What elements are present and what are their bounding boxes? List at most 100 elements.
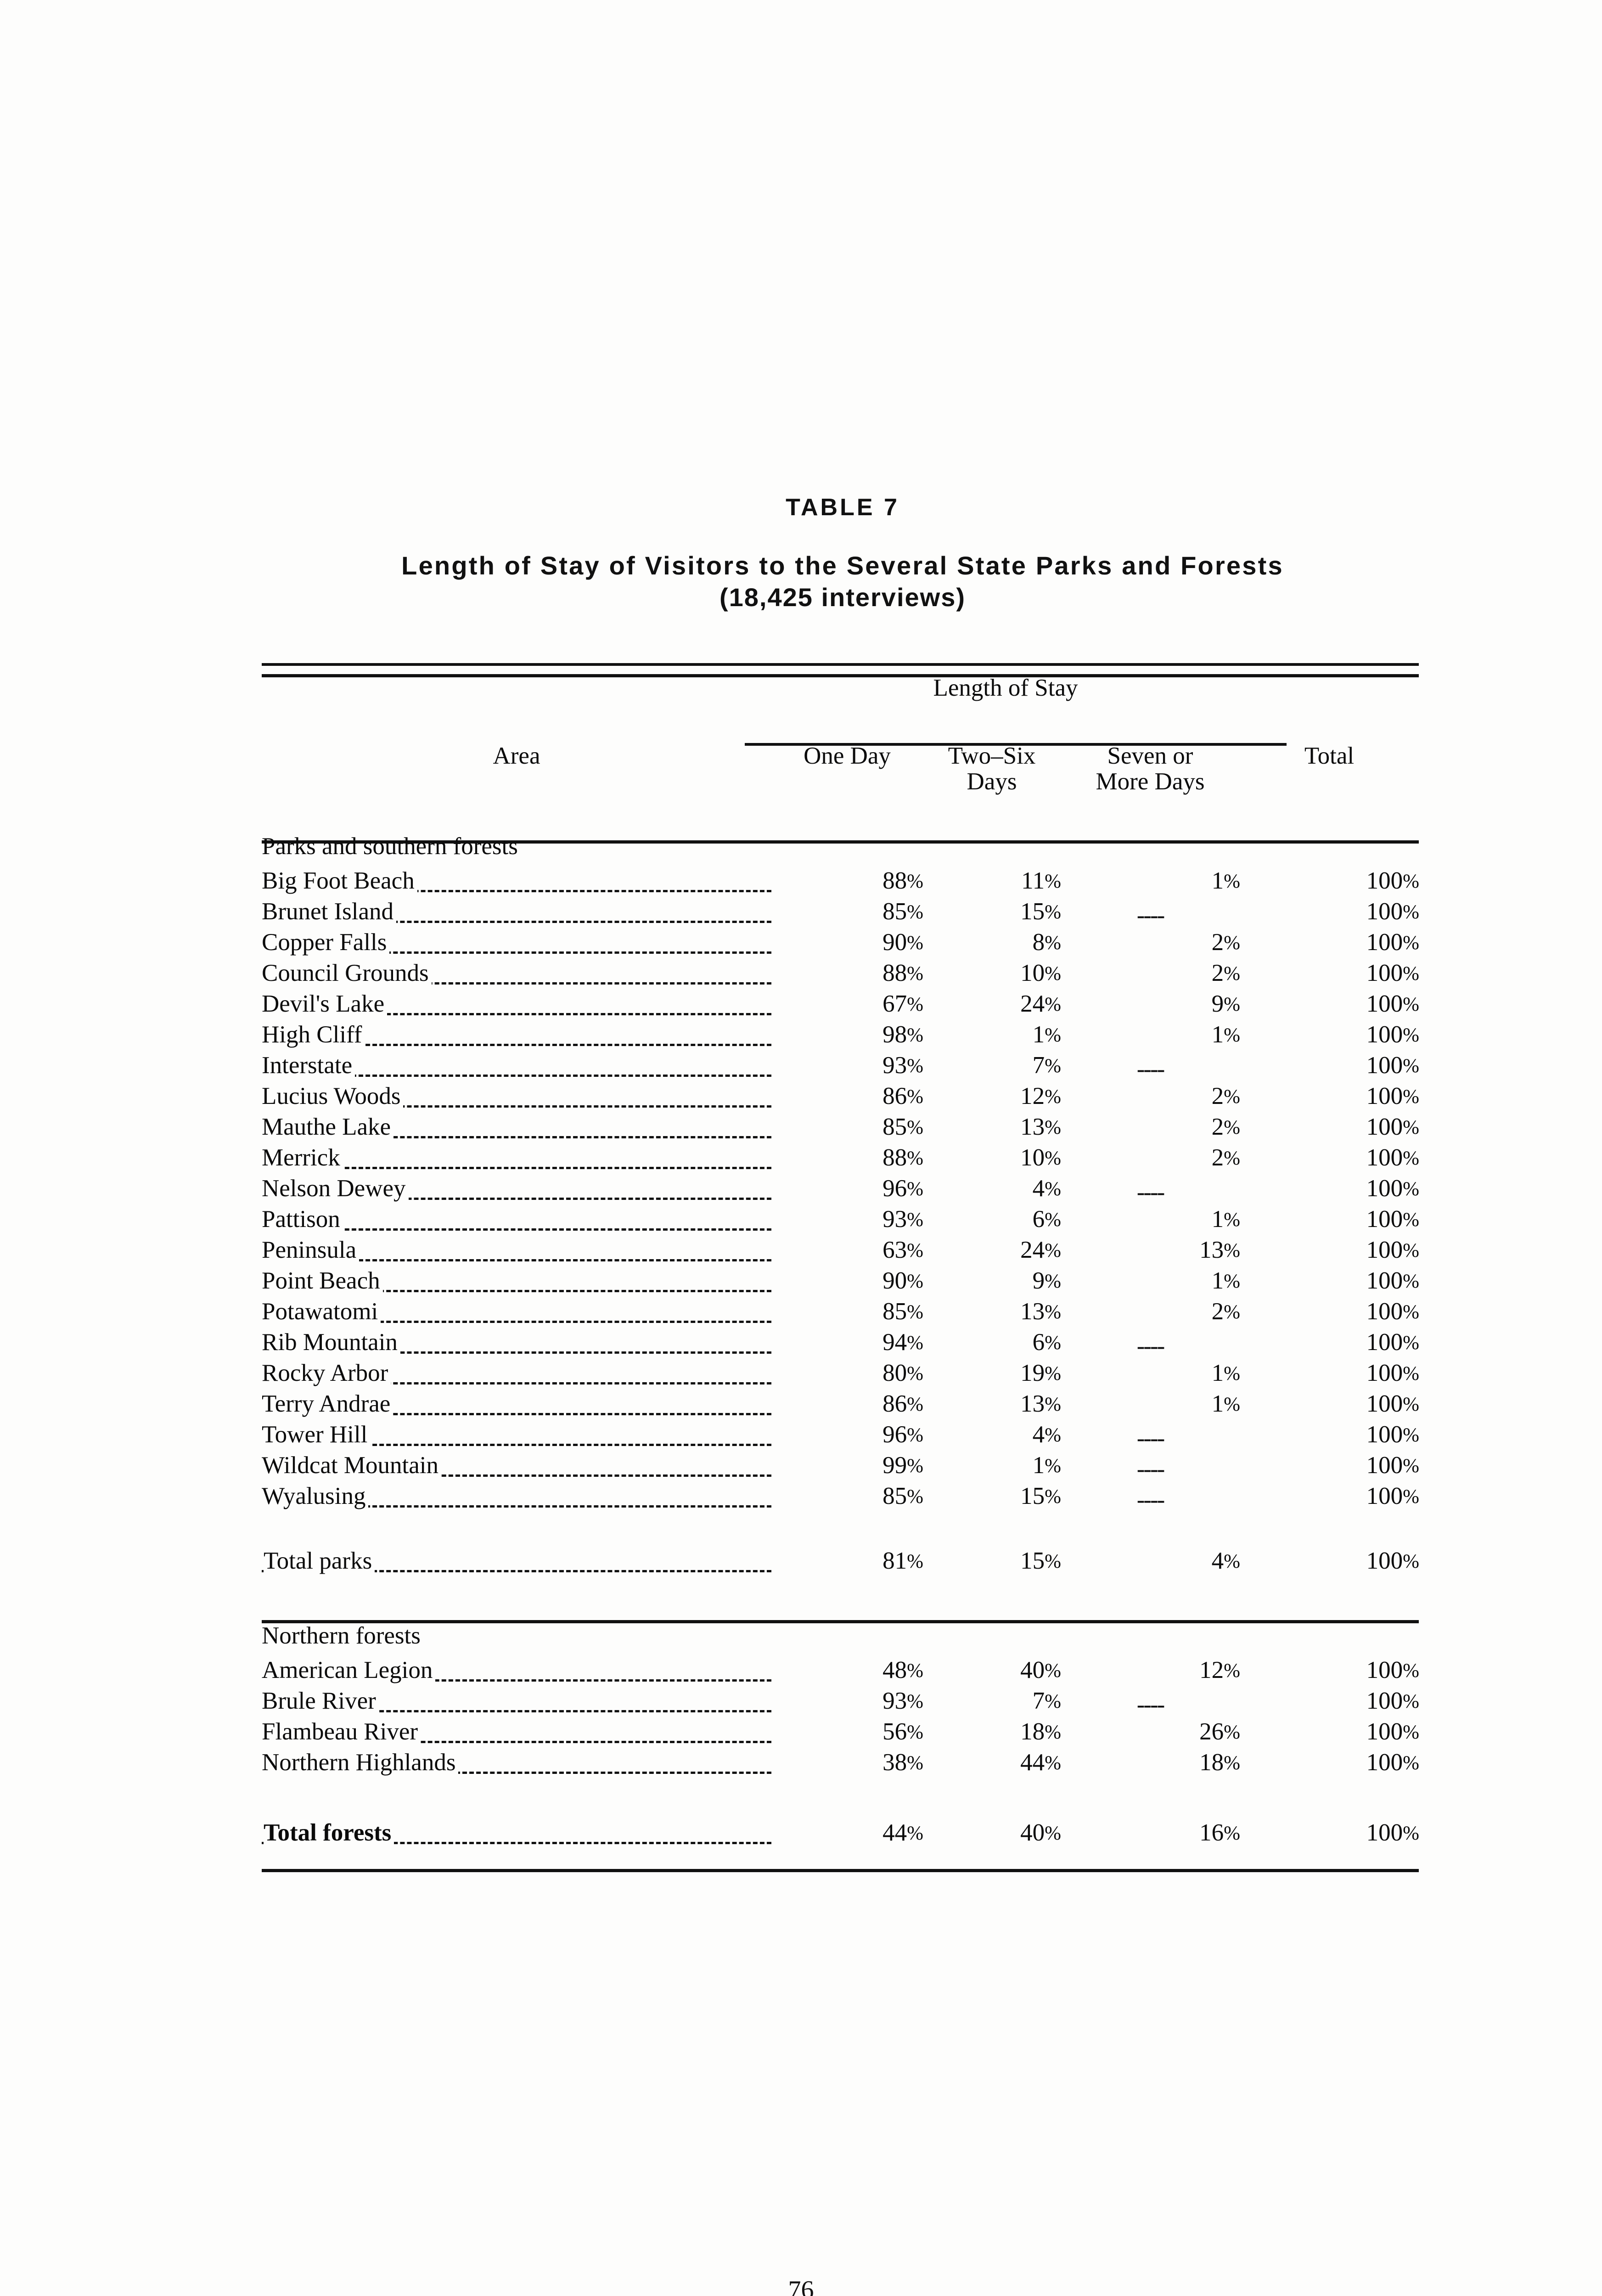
area-name: Brunet Island [262, 898, 397, 925]
cell-seven-or-more-days: 1% [1211, 1267, 1240, 1294]
row-area-label: Northern Highlands [262, 1749, 771, 1779]
span-header-row: Length of Stay [262, 661, 1419, 743]
cell-seven-or-more-days: ---- [1136, 1425, 1165, 1452]
row-area-label: Total forests [262, 1819, 771, 1850]
cell-total: 100% [1366, 1175, 1419, 1202]
cell-seven-or-more-days: ---- [1136, 1486, 1165, 1513]
area-name: Point Beach [262, 1267, 383, 1294]
cell-one-day: 88% [883, 960, 923, 986]
leader-dots [262, 1772, 771, 1774]
cell-total: 100% [1366, 867, 1419, 894]
row-area-label: Devil's Lake [262, 990, 771, 1021]
row-area-label: Tower Hill [262, 1421, 771, 1452]
cell-one-day: 88% [883, 1144, 923, 1171]
leader-dots [262, 890, 771, 892]
rule-bottom [262, 1869, 1419, 1872]
span-header-length-of-stay: Length of Stay [933, 675, 1078, 701]
cell-seven-or-more-days: ---- [1136, 1179, 1165, 1205]
cell-two-six-days: 13% [1020, 1390, 1061, 1417]
table-row: Pattison 93% 6% 1% 100% [262, 1205, 1419, 1236]
cell-seven-or-more-days: 9% [1211, 990, 1240, 1017]
row-area-label: Pattison [262, 1205, 771, 1236]
leader-dots [262, 1444, 771, 1446]
leader-dots [262, 1290, 771, 1292]
leader-dots [262, 951, 771, 954]
rule-span-header [745, 743, 1287, 746]
area-name: Interstate [262, 1052, 355, 1079]
cell-one-day: 81% [883, 1548, 923, 1574]
leader-dots [262, 1741, 771, 1743]
row-area-label: Copper Falls [262, 929, 771, 959]
area-name: Pattison [262, 1206, 343, 1232]
area-name: Flambeau River [262, 1718, 421, 1745]
row-area-label: Point Beach [262, 1267, 771, 1298]
area-name: Terry Andrae [262, 1390, 393, 1417]
column-header-seven-line2: More Days [1096, 768, 1205, 795]
cell-total: 100% [1366, 1206, 1419, 1232]
cell-seven-or-more-days: 2% [1211, 1114, 1240, 1140]
data-table-container: Length of Stay Area One Day Two–Six Days… [262, 661, 1419, 1850]
cell-one-day: 85% [883, 1483, 923, 1509]
cell-total: 100% [1366, 1688, 1419, 1714]
area-name: Tower Hill [262, 1421, 371, 1448]
cell-two-six-days: 15% [1020, 1483, 1061, 1509]
cell-two-six-days: 19% [1020, 1360, 1061, 1386]
cell-two-six-days: 4% [1032, 1175, 1061, 1202]
area-name: Copper Falls [262, 929, 390, 956]
cell-total: 100% [1366, 1114, 1419, 1140]
cell-one-day: 63% [883, 1237, 923, 1263]
cell-seven-or-more-days: ---- [1136, 1333, 1165, 1359]
cell-seven-or-more-days: 13% [1199, 1237, 1240, 1263]
column-header-area: Area [493, 743, 540, 769]
cell-total: 100% [1366, 1819, 1419, 1846]
cell-total: 100% [1366, 1144, 1419, 1171]
cell-two-six-days: 7% [1032, 1688, 1061, 1714]
cell-one-day: 88% [883, 867, 923, 894]
area-name: Total forests [264, 1819, 394, 1846]
cell-two-six-days: 7% [1032, 1052, 1061, 1079]
leader-dots [262, 982, 771, 985]
table-number: TABLE 7 [786, 494, 899, 521]
row-area-label: Flambeau River [262, 1718, 771, 1749]
cell-two-six-days: 24% [1020, 1237, 1061, 1263]
area-name: Devil's Lake [262, 990, 388, 1017]
column-header-total: Total [1304, 743, 1355, 769]
table-row: Merrick 88% 10% 2% 100% [262, 1144, 1419, 1175]
rule-between-sections [262, 1620, 1419, 1623]
cell-total: 100% [1366, 1483, 1419, 1509]
cell-two-six-days: 1% [1032, 1452, 1061, 1479]
area-name: Potawatomi [262, 1298, 381, 1325]
cell-two-six-days: 15% [1020, 898, 1061, 925]
table-row: Northern Highlands 38% 44% 18% 100% [262, 1749, 1419, 1779]
cell-one-day: 93% [883, 1052, 923, 1079]
table-row: Devil's Lake 67% 24% 9% 100% [262, 990, 1419, 1021]
leader-dots [262, 1413, 771, 1415]
table-row: Rib Mountain 94% 6% ---- 100% [262, 1328, 1419, 1359]
table-row: Terry Andrae 86% 13% 1% 100% [262, 1390, 1419, 1421]
group-heading-label: Northern forests [262, 1622, 421, 1649]
cell-total: 100% [1366, 929, 1419, 956]
area-name: Lucius Woods [262, 1083, 404, 1109]
table-title: Length of Stay of Visitors to the Severa… [401, 551, 1284, 580]
spacer-cell [262, 1578, 1419, 1622]
leader-dots [262, 1075, 771, 1077]
table-row: Rocky Arbor 80% 19% 1% 100% [262, 1359, 1419, 1390]
cell-two-six-days: 13% [1020, 1298, 1061, 1325]
row-area-label: American Legion [262, 1656, 771, 1687]
row-area-label: Wildcat Mountain [262, 1452, 771, 1482]
rule-top-inner [262, 674, 1419, 677]
row-area-label: Council Grounds [262, 959, 771, 990]
cell-two-six-days: 44% [1020, 1749, 1061, 1776]
row-area-label: Nelson Dewey [262, 1175, 771, 1205]
column-header-seven-line1: Seven or [1107, 743, 1193, 769]
leader-dots [262, 1013, 771, 1015]
leader-dots [262, 1321, 771, 1323]
cell-seven-or-more-days: 1% [1211, 867, 1240, 894]
table-head: Length of Stay Area One Day Two–Six Days… [262, 661, 1419, 833]
cell-two-six-days: 10% [1020, 960, 1061, 986]
cell-seven-or-more-days: 1% [1211, 1206, 1240, 1232]
cell-total: 100% [1366, 1421, 1419, 1448]
leader-dots [262, 1044, 771, 1046]
table-row: American Legion 48% 40% 12% 100% [262, 1656, 1419, 1687]
